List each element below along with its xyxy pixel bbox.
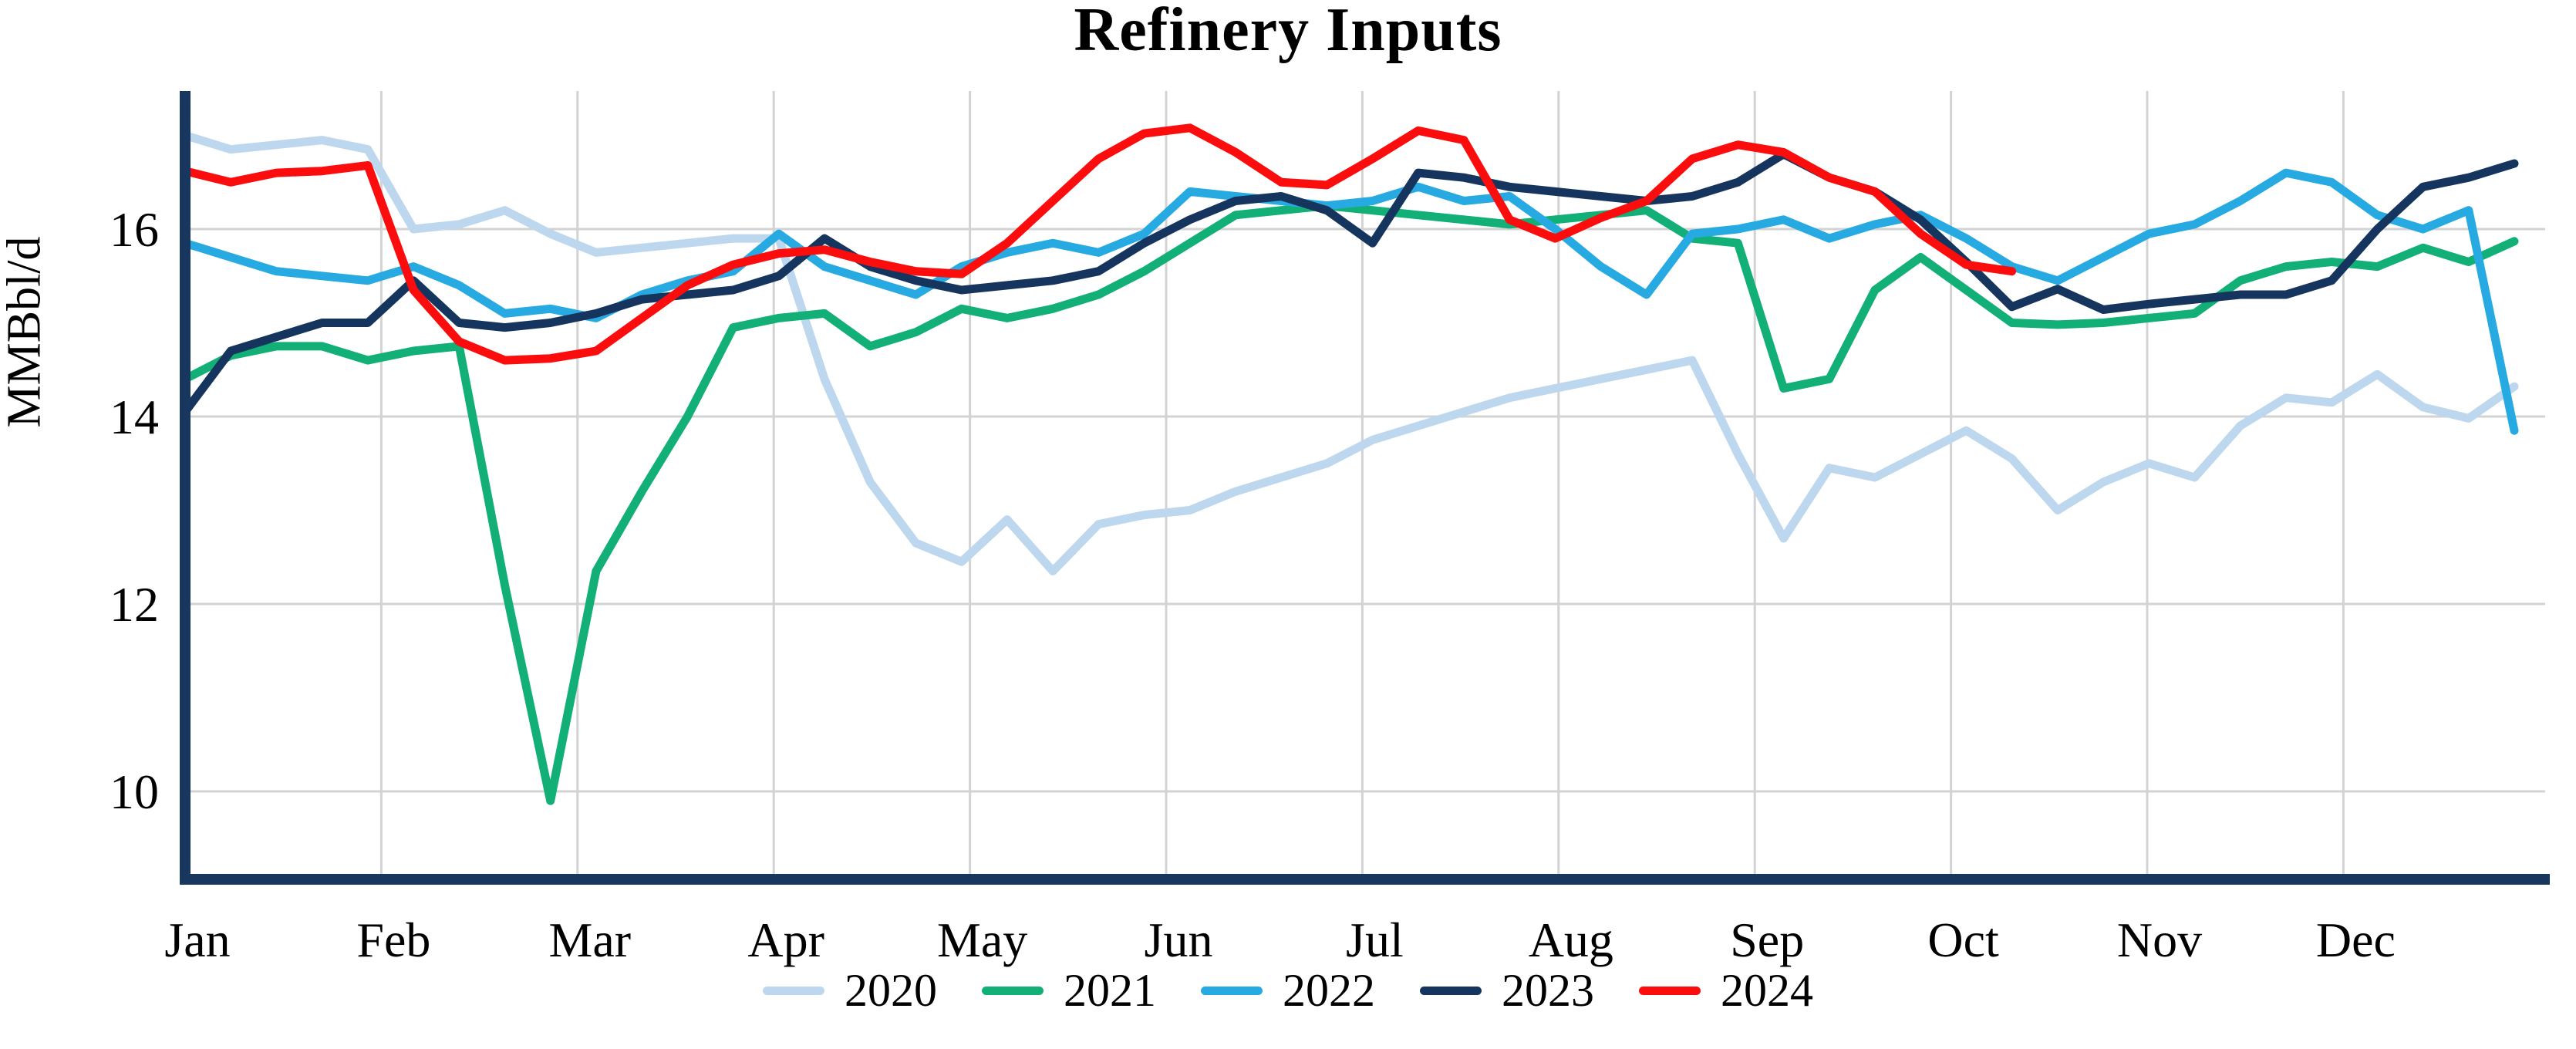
chart-legend: 2020 2021 2022 2023 2024 [0,967,2576,1014]
x-tick-Apr: Apr [747,912,824,967]
series-2024-line [180,123,2017,365]
y-tick-14: 14 [110,390,159,444]
legend-label-2021: 2021 [1064,965,1156,1016]
series-2021-line [180,201,2519,805]
legend-item-2020: 2020 [763,967,937,1014]
legend-swatch-2024 [1639,986,1701,995]
x-tick-Dec: Dec [2316,912,2396,967]
y-tick-12: 12 [110,577,159,632]
x-tick-May: May [937,912,1027,967]
legend-swatch-2020 [763,986,824,995]
x-tick-Jul: Jul [1346,912,1404,967]
legend-item-2021: 2021 [982,967,1156,1014]
legend-swatch-2021 [982,986,1044,995]
chart-title: Refinery Inputs [1074,0,1502,64]
y-tick-16: 16 [110,202,159,257]
series-2020-line [180,131,2519,575]
x-tick-Feb: Feb [356,912,430,967]
legend-item-2022: 2022 [1201,967,1375,1014]
legend-swatch-2023 [1420,986,1482,995]
x-tick-Oct: Oct [1927,912,1999,967]
legend-swatch-2022 [1201,986,1263,995]
legend-label-2023: 2023 [1502,965,1594,1016]
legend-item-2023: 2023 [1420,967,1594,1014]
y-tick-10: 10 [110,764,159,819]
legend-label-2020: 2020 [845,965,937,1016]
x-tick-Aug: Aug [1529,912,1613,967]
legend-item-2024: 2024 [1639,967,1813,1014]
x-tick-Jan: Jan [164,912,230,967]
x-tick-Sep: Sep [1730,912,1804,967]
legend-label-2022: 2022 [1283,965,1375,1016]
x-tick-Nov: Nov [2117,912,2202,967]
legend-label-2024: 2024 [1721,965,1813,1016]
series-2023-line [180,150,2519,417]
x-tick-Mar: Mar [548,912,631,967]
x-tick-Jun: Jun [1145,912,1213,967]
series-2022-line [180,168,2519,435]
